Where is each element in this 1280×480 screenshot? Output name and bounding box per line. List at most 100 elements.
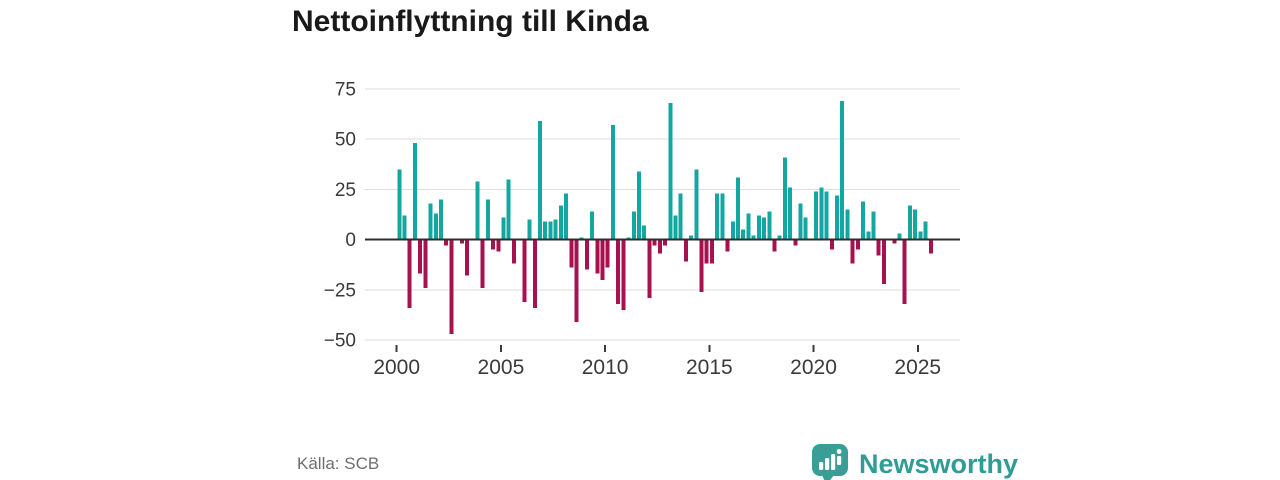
bar-quarter [480, 239, 485, 288]
bar-quarter [782, 157, 787, 240]
bar-quarter [501, 217, 506, 240]
source-note: Källa: SCB [297, 454, 380, 473]
bar-quarter [673, 215, 678, 240]
bar-quarter [803, 217, 808, 240]
bar-quarter [694, 169, 699, 240]
y-axis-label: −50 [324, 331, 356, 352]
y-axis-label: 75 [335, 80, 356, 101]
bar-quarter [730, 221, 735, 240]
bar-quarter [709, 239, 714, 264]
bar-quarter [892, 239, 897, 244]
bar-quarter [418, 239, 423, 274]
bar-quarter [689, 235, 694, 240]
bar-quarter [907, 205, 912, 240]
bar-quarter [652, 239, 657, 246]
bar-quarter [725, 239, 730, 252]
bar-quarter [407, 239, 412, 308]
bar-quarter [871, 211, 876, 240]
bar-quarter [923, 221, 928, 240]
chart-title: Nettoinflyttning till Kinda [292, 5, 649, 38]
bar-quarter [704, 239, 709, 264]
bar-quarter [798, 203, 803, 240]
bar-quarter [636, 171, 641, 240]
bar-quarter [584, 239, 589, 270]
bar-quarter [600, 239, 605, 280]
bar-quarter [756, 215, 761, 240]
bar-quarter [824, 191, 829, 240]
x-axis-label: 2005 [478, 356, 525, 379]
bar-quarter [777, 235, 782, 240]
bar-quarter [444, 239, 449, 246]
bar-quarter [595, 239, 600, 274]
bar-quarter [855, 239, 860, 250]
bar-quarter [762, 217, 767, 240]
bar-quarter [876, 239, 881, 256]
bar-quarter [928, 239, 933, 254]
bar-quarter [621, 239, 626, 310]
bar-quarter [558, 205, 563, 240]
bar-quarter [902, 239, 907, 304]
newsworthy-logo: Newsworthy [810, 442, 1018, 480]
bar-quarter [537, 121, 542, 240]
bar-quarter [913, 209, 918, 240]
bar-quarter [735, 177, 740, 240]
bar-quarter [428, 203, 433, 240]
bar-quarter [772, 239, 777, 252]
bar-quarter [433, 213, 438, 240]
bar-quarter [845, 209, 850, 240]
bar-quarter [475, 181, 480, 240]
bar-quarter [465, 239, 470, 276]
y-axis-label: 25 [335, 180, 356, 201]
bar-quarter [506, 179, 511, 240]
y-axis-label: 0 [345, 230, 356, 251]
bar-quarter [814, 191, 819, 240]
bar-quarter [850, 239, 855, 264]
bar-quarter [657, 239, 662, 254]
bar-quarter [840, 101, 845, 240]
bar-quarter [829, 239, 834, 250]
bar-quarter [678, 193, 683, 240]
x-axis-label: 2015 [686, 356, 733, 379]
bar-quarter [459, 239, 464, 244]
y-axis-label: −25 [324, 280, 356, 301]
bar-quarter [642, 225, 647, 240]
bar-quarter [548, 221, 553, 240]
y-axis-label: 50 [335, 130, 356, 151]
newsworthy-wordmark: Newsworthy [859, 448, 1019, 479]
x-axis-label: 2010 [582, 356, 629, 379]
bar-quarter [616, 239, 621, 304]
bar-quarter [553, 219, 558, 240]
bar-quarter [741, 229, 746, 240]
bar-quarter [423, 239, 428, 288]
bar-quarter [861, 201, 866, 240]
bar-quarter [699, 239, 704, 292]
bar-quarter [438, 199, 443, 240]
bar-quarter [663, 239, 668, 246]
bar-quarter [412, 143, 417, 240]
bar-quarter [647, 239, 652, 298]
bar-quarter [574, 239, 579, 322]
newsworthy-logo-icon [812, 444, 848, 480]
bar-quarter [897, 233, 902, 240]
x-axis-label: 2020 [790, 356, 837, 379]
bar-quarter [626, 237, 631, 240]
bar-quarter [683, 239, 688, 262]
bar-quarter [527, 219, 532, 240]
bar-quarter [485, 199, 490, 240]
bar-quarter [532, 239, 537, 308]
bar-quarter [579, 237, 584, 240]
bar-quarter [881, 239, 886, 284]
bar-quarter [522, 239, 527, 302]
bar-quarter [819, 187, 824, 240]
bar-quarter [668, 103, 673, 240]
bar-chart: 75 50 25 0 −25 −50 2000 2005 2010 2015 2020 2025 [324, 80, 960, 379]
bar-quarter [543, 221, 548, 240]
bar-quarter [751, 235, 756, 240]
bar-quarter [605, 239, 610, 268]
bar-quarter [590, 211, 595, 240]
bar-quarter [569, 239, 574, 268]
bar-quarter [746, 213, 751, 240]
bar-quarter [631, 211, 636, 240]
bar-quarter [397, 169, 402, 240]
